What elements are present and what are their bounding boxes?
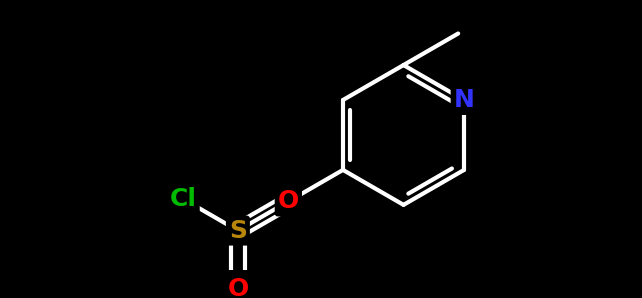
Text: S: S — [229, 219, 247, 243]
Text: O: O — [227, 277, 248, 298]
Text: N: N — [454, 88, 474, 112]
Text: Cl: Cl — [169, 187, 196, 211]
Text: O: O — [278, 190, 299, 213]
